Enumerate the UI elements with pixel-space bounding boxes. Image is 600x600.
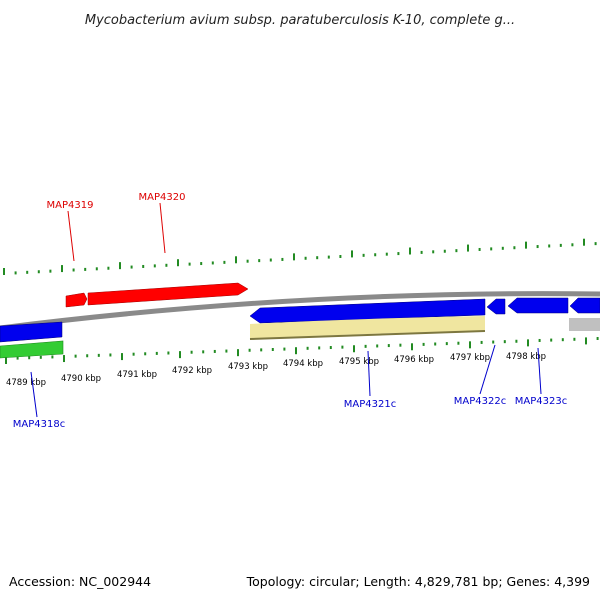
gene-map4320[interactable] xyxy=(87,282,249,306)
scale-tick-label: 4793 kbp xyxy=(228,362,268,372)
scale-tick-label: 4791 kbp xyxy=(117,370,157,380)
gene-map4323c[interactable] xyxy=(507,297,569,314)
green-feature[interactable] xyxy=(0,340,64,359)
gray-feature[interactable] xyxy=(569,318,600,331)
gene-label-map4322c[interactable]: MAP4322c xyxy=(454,396,506,407)
label-leader xyxy=(537,347,542,395)
gene-label-map4320[interactable]: MAP4320 xyxy=(139,192,186,203)
gene-label-map4319[interactable]: MAP4319 xyxy=(47,200,94,211)
scale-tick-label: 4790 kbp xyxy=(61,374,101,384)
scale-tick-label: 4789 kbp xyxy=(6,378,46,388)
scale-tick-label: 4797 kbp xyxy=(450,353,490,363)
gc-skew-track-lower xyxy=(5,337,599,364)
forward-strand-genes xyxy=(65,282,249,308)
scale-ruler: 4789 kbp 4790 kbp 4791 kbp 4792 kbp 4793… xyxy=(6,352,546,388)
scale-tick-label: 4795 kbp xyxy=(339,357,379,367)
scale-tick-label: 4792 kbp xyxy=(172,366,212,376)
feature-tracks xyxy=(0,316,600,359)
scale-tick-label: 4794 kbp xyxy=(283,359,323,369)
gene-map4319[interactable] xyxy=(65,292,88,308)
scale-tick-label: 4796 kbp xyxy=(394,355,434,365)
genome-backbone xyxy=(0,291,600,331)
gene-label-map4323c[interactable]: MAP4323c xyxy=(515,396,567,407)
yellow-feature[interactable] xyxy=(250,316,485,339)
label-leader xyxy=(30,371,38,418)
gene-partial-right[interactable] xyxy=(569,297,600,314)
reverse-strand-genes xyxy=(0,297,600,343)
gene-map4322c[interactable] xyxy=(486,298,506,315)
map-title: Mycobacterium avium subsp. paratuberculo… xyxy=(85,13,515,28)
label-leader xyxy=(479,344,496,395)
yellow-feature-edge xyxy=(249,330,486,340)
label-leader xyxy=(67,210,75,262)
genome-summary-text: Topology: circular; Length: 4,829,781 bp… xyxy=(246,574,590,589)
gene-labels: MAP4319 MAP4320 MAP4318c MAP4321c MAP432… xyxy=(13,192,567,430)
scale-tick-label: 4798 kbp xyxy=(506,352,546,362)
gene-map4318c[interactable] xyxy=(0,321,63,343)
gc-skew-track-upper xyxy=(3,238,597,275)
accession-text: Accession: NC_002944 xyxy=(9,574,151,589)
gene-label-map4321c[interactable]: MAP4321c xyxy=(344,399,396,410)
gene-label-map4318c[interactable]: MAP4318c xyxy=(13,419,65,430)
label-leader xyxy=(159,202,166,254)
label-leader xyxy=(367,350,371,397)
